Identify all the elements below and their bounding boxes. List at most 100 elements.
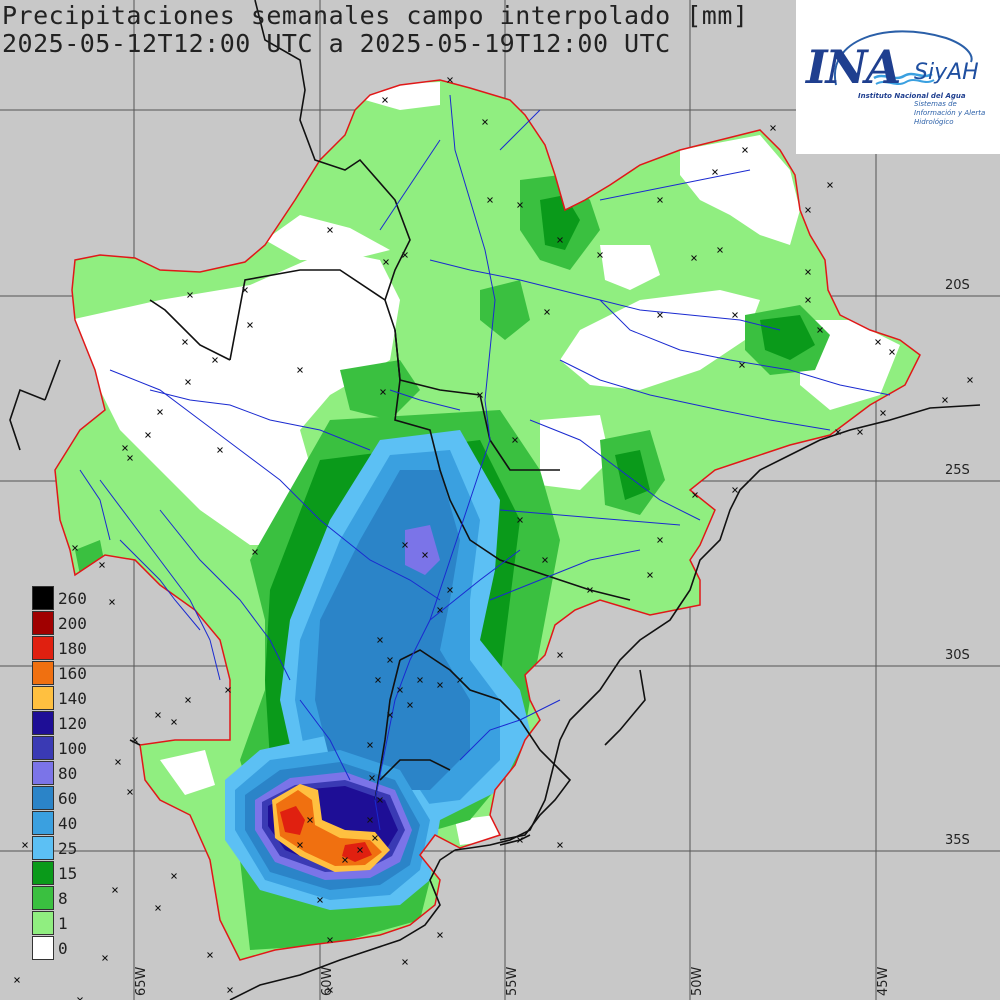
station-marker-icon [297,842,303,848]
station-marker-icon [712,169,718,175]
legend-swatch [32,661,54,685]
station-marker-icon [967,377,973,383]
station-marker-icon [387,712,393,718]
station-marker-icon [512,437,518,443]
station-marker-icon [739,362,745,368]
legend-label: 140 [58,689,87,708]
legend-label: 180 [58,639,87,658]
station-marker-icon [357,847,363,853]
station-marker-icon [367,742,373,748]
legend-label: 60 [58,789,78,808]
lat-label-25s: 25S [945,463,970,478]
map-period: 2025-05-12T12:00 UTC a 2025-05-19T12:00 … [2,29,671,58]
station-marker-icon [99,562,105,568]
station-marker-icon [227,987,233,993]
station-marker-icon [372,835,378,841]
legend-swatch [32,761,54,785]
station-marker-icon [657,197,663,203]
legend-swatch [32,786,54,810]
station-marker-icon [217,447,223,453]
station-marker-icon [805,269,811,275]
station-marker-icon [127,789,133,795]
station-marker-icon [402,542,408,548]
station-marker-icon [247,322,253,328]
station-markers [14,77,973,1000]
legend-swatch [32,936,54,960]
station-marker-icon [482,119,488,125]
logo-swoosh-icon [833,30,973,86]
station-marker-icon [827,182,833,188]
legend-label: 260 [58,589,87,608]
station-marker-icon [187,292,193,298]
lon-label-45w: 45W [876,966,891,996]
logo-subtitle-system: Sistemas de Información y Alerta Hidroló… [914,100,986,126]
logo-brand: INA [806,40,901,94]
station-marker-icon [212,357,218,363]
legend-swatch [32,911,54,935]
lon-label-65w: 65W [134,966,149,996]
legend-label: 100 [58,739,87,758]
legend-label: 40 [58,814,78,833]
station-marker-icon [77,997,83,1000]
station-marker-icon [691,255,697,261]
station-marker-icon [342,857,348,863]
station-marker-icon [109,599,115,605]
lon-label-55w: 55W [505,966,520,996]
station-marker-icon [112,887,118,893]
station-marker-icon [369,775,375,781]
station-marker-icon [171,873,177,879]
station-marker-icon [122,445,128,451]
station-marker-icon [542,557,548,563]
station-marker-icon [880,410,886,416]
station-marker-icon [717,247,723,253]
station-marker-icon [942,397,948,403]
station-marker-icon [597,252,603,258]
station-marker-icon [422,552,428,558]
legend-swatch [32,686,54,710]
station-marker-icon [517,517,523,523]
legend-swatch [32,811,54,835]
station-marker-icon [770,125,776,131]
legend-swatch [32,636,54,660]
station-marker-icon [875,339,881,345]
legend-label: 200 [58,614,87,633]
station-marker-icon [72,545,78,551]
logo-subtitle-institute: Instituto Nacional del Agua [858,92,966,100]
station-marker-icon [380,389,386,395]
station-marker-icon [447,587,453,593]
legend-label: 120 [58,714,87,733]
station-marker-icon [805,207,811,213]
station-marker-icon [155,905,161,911]
station-marker-icon [487,197,493,203]
station-marker-icon [402,252,408,258]
station-marker-icon [22,842,28,848]
station-marker-icon [157,409,163,415]
station-marker-icon [437,607,443,613]
station-marker-icon [317,897,323,903]
station-marker-icon [145,432,151,438]
station-marker-icon [557,237,563,243]
station-marker-icon [805,297,811,303]
station-marker-icon [657,312,663,318]
station-marker-icon [377,797,383,803]
station-marker-icon [225,687,231,693]
station-marker-icon [155,712,161,718]
station-marker-icon [297,367,303,373]
station-marker-icon [327,987,333,993]
legend-label: 8 [58,889,68,908]
station-marker-icon [387,657,393,663]
logo-product: SiyAH [914,60,979,85]
station-marker-icon [327,937,333,943]
station-marker-icon [14,977,20,983]
station-marker-icon [544,309,550,315]
station-marker-icon [732,312,738,318]
ina-siyah-logo: INA SiyAH Instituto Nacional del Agua Si… [796,0,1000,154]
station-marker-icon [835,429,841,435]
station-marker-icon [115,759,121,765]
station-marker-icon [171,719,177,725]
station-marker-icon [557,842,563,848]
station-marker-icon [692,492,698,498]
station-marker-icon [657,537,663,543]
station-marker-icon [742,147,748,153]
rivers [79,94,891,831]
